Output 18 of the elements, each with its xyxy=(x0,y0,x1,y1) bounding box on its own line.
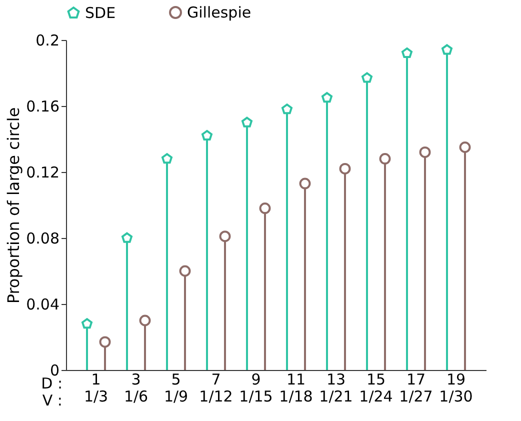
legend-label: SDE xyxy=(85,4,116,22)
x-tick-label: 11 1/18 xyxy=(279,370,313,406)
y-tick-label: 0.12 xyxy=(26,164,60,182)
x-tick-label: 7 1/12 xyxy=(199,370,233,406)
y-tick-label: 0.16 xyxy=(26,98,60,116)
x-tick-label: 5 1/9 xyxy=(164,370,188,406)
y-axis-title: Proportion of large circle xyxy=(4,107,24,304)
legend-label: Gillespie xyxy=(187,4,252,22)
y-tick-label: 0.08 xyxy=(26,230,60,248)
x-tick-label: 13 1/21 xyxy=(319,370,353,406)
x-tick-label: 17 1/27 xyxy=(399,370,433,406)
y-tick-label: 0.04 xyxy=(26,296,60,314)
y-tick-label: 0.2 xyxy=(36,32,60,50)
x-tick-label: 9 1/15 xyxy=(239,370,273,406)
x-tick-label: 3 1/6 xyxy=(124,370,148,406)
x-tick-label: 15 1/24 xyxy=(359,370,393,406)
x-tick-label: 1 1/3 xyxy=(84,370,108,406)
x-tick-label: 19 1/30 xyxy=(439,370,473,406)
